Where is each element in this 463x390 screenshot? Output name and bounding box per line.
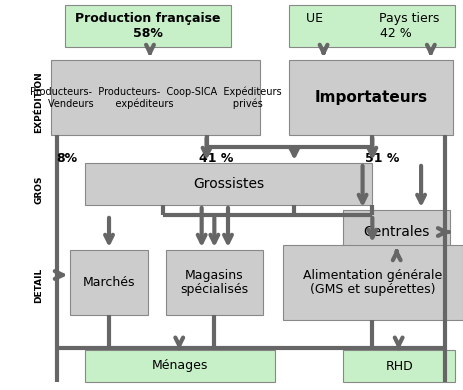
Text: Importateurs: Importateurs xyxy=(314,90,427,105)
Text: DETAIL: DETAIL xyxy=(34,268,43,303)
Bar xyxy=(12,52,463,152)
Text: 8%: 8% xyxy=(56,151,77,165)
FancyBboxPatch shape xyxy=(342,210,450,255)
FancyBboxPatch shape xyxy=(50,60,260,135)
Text: Alimentation générale
(GMS et supérettes): Alimentation générale (GMS et supérettes… xyxy=(302,268,442,296)
Text: 41 %: 41 % xyxy=(199,151,233,165)
Text: Marchés: Marchés xyxy=(82,276,135,289)
Text: Production française
58%: Production française 58% xyxy=(75,12,220,40)
FancyBboxPatch shape xyxy=(289,5,454,47)
FancyBboxPatch shape xyxy=(282,245,462,320)
Bar xyxy=(12,0,463,342)
Text: Grossistes: Grossistes xyxy=(193,177,263,191)
FancyBboxPatch shape xyxy=(65,5,231,47)
Text: Ménages: Ménages xyxy=(151,360,207,372)
Text: RHD: RHD xyxy=(384,360,412,372)
FancyBboxPatch shape xyxy=(84,350,274,382)
FancyBboxPatch shape xyxy=(342,350,454,382)
FancyBboxPatch shape xyxy=(289,60,452,135)
FancyBboxPatch shape xyxy=(165,250,263,315)
Text: Producteurs-  Producteurs-  Coop-SICA  Expéditeurs
Vendeurs       expéditeurs   : Producteurs- Producteurs- Coop-SICA Expé… xyxy=(30,86,281,109)
Bar xyxy=(12,152,463,228)
Text: Centrales: Centrales xyxy=(363,225,429,239)
Text: Magasins
spécialisés: Magasins spécialisés xyxy=(180,268,248,296)
FancyBboxPatch shape xyxy=(84,163,371,205)
Text: EXPÉDITION: EXPÉDITION xyxy=(34,71,43,133)
Text: UE              Pays tiers
            42 %: UE Pays tiers 42 % xyxy=(305,12,438,40)
FancyBboxPatch shape xyxy=(70,250,148,315)
Bar xyxy=(12,342,463,390)
Text: 51 %: 51 % xyxy=(364,151,398,165)
Bar xyxy=(12,0,463,52)
Text: GROS: GROS xyxy=(34,176,43,204)
